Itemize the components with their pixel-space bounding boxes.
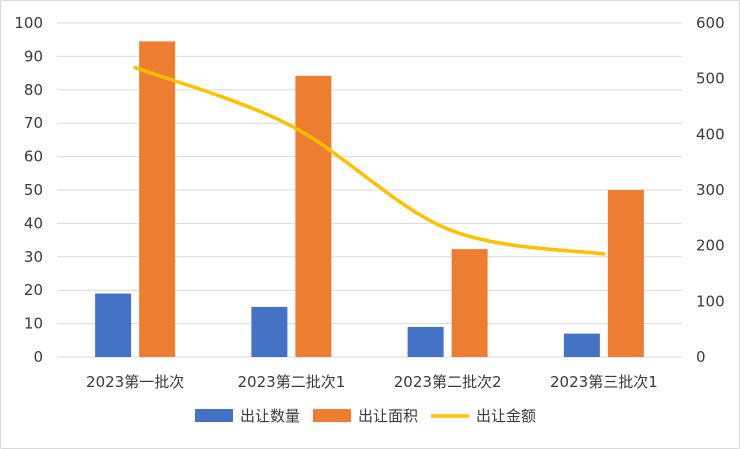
bar-series-0-cat-1 xyxy=(251,306,288,357)
left-tick-label: 40 xyxy=(24,214,43,232)
left-tick-label: 80 xyxy=(24,81,43,99)
line-series-2 xyxy=(133,65,606,256)
left-tick-label: 10 xyxy=(24,315,43,333)
left-tick-label: 90 xyxy=(24,47,43,65)
left-y-axis: 0 10 20 30 40 50 60 70 80 90 100 xyxy=(14,14,43,366)
legend-label-series-1: 出让面积 xyxy=(358,407,418,425)
right-tick-label: 200 xyxy=(696,237,725,255)
left-tick-label: 0 xyxy=(33,348,43,366)
bar-series-1-cat-1 xyxy=(295,75,332,357)
right-tick-label: 400 xyxy=(696,125,725,143)
right-tick-label: 100 xyxy=(696,292,725,310)
right-tick-label: 300 xyxy=(696,181,725,199)
bar-series-1-cat-3 xyxy=(607,190,644,357)
legend-swatch-series-0 xyxy=(195,409,233,422)
bar-series xyxy=(95,41,644,358)
line-series xyxy=(133,65,606,256)
left-tick-label: 50 xyxy=(24,181,43,199)
legend-label-series-0: 出让数量 xyxy=(240,407,300,425)
bar-series-1-cat-2 xyxy=(451,249,488,357)
right-tick-label: 0 xyxy=(696,348,706,366)
left-tick-label: 30 xyxy=(24,248,43,266)
right-y-axis: 0 100 200 300 400 500 600 xyxy=(696,14,725,366)
bar-series-0-cat-2 xyxy=(407,326,444,357)
category-label: 2023第一批次 xyxy=(86,373,184,391)
left-tick-label: 70 xyxy=(24,114,43,132)
left-tick-label: 100 xyxy=(14,14,43,32)
category-label: 2023第三批次1 xyxy=(550,373,658,391)
left-tick-label: 20 xyxy=(24,281,43,299)
right-tick-label: 500 xyxy=(696,70,725,88)
right-tick-label: 600 xyxy=(696,14,725,32)
bar-series-0-cat-3 xyxy=(563,333,600,357)
category-label: 2023第二批次1 xyxy=(238,373,346,391)
legend: 出让数量 出让面积 出让金额 xyxy=(195,407,536,425)
legend-label-series-2: 出让金额 xyxy=(476,407,536,425)
left-tick-label: 60 xyxy=(24,148,43,166)
bar-series-1-cat-0 xyxy=(139,41,176,358)
bar-series-0-cat-0 xyxy=(95,293,132,357)
legend-swatch-series-1 xyxy=(313,409,351,422)
x-axis-categories: 2023第一批次 2023第二批次1 2023第二批次2 2023第三批次1 xyxy=(86,373,658,391)
category-label: 2023第二批次2 xyxy=(394,373,502,391)
